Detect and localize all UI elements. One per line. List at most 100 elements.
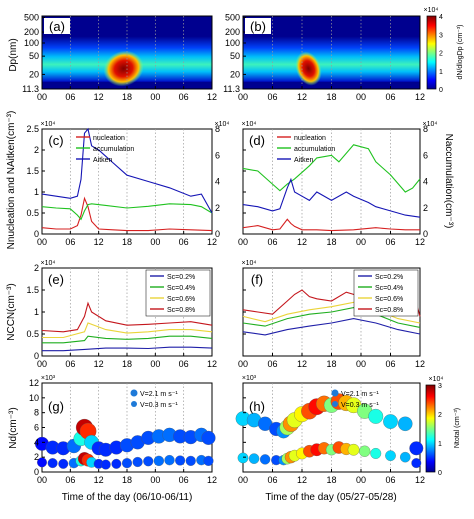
x-tick-label: 06	[267, 237, 277, 247]
y-axis-label: Dp(nm)	[8, 38, 19, 71]
x-tick-label: 18	[122, 359, 132, 369]
legend-label: Sc=0.8%	[375, 307, 403, 314]
colorbar-label: Ntotal (cm⁻³)	[454, 408, 461, 448]
series-line	[242, 318, 421, 336]
colorbar-tick: 0	[438, 470, 442, 477]
y-tick-label: 4	[34, 437, 39, 447]
x-tick-label: 12	[94, 237, 104, 247]
scatter-point	[203, 455, 214, 466]
y-exponent: ×10⁴	[242, 121, 257, 128]
y-tick-label: 10	[29, 393, 39, 403]
scatter-point	[111, 458, 122, 469]
y-right-tick-label: 4	[423, 177, 428, 187]
y-axis-label: Nd(cm⁻³)	[8, 407, 19, 448]
x-tick-label: 18	[122, 475, 132, 485]
legend-marker	[130, 389, 138, 397]
legend-label: V=0.3 m s⁻¹	[140, 402, 178, 409]
y-tick-label: 50	[29, 51, 39, 61]
legend-label: Aitken	[93, 157, 113, 164]
panel-label: (h)	[249, 399, 265, 414]
scatter-point	[397, 416, 413, 432]
y-exponent: ×10³	[41, 375, 56, 382]
x-tick-label: 12	[297, 92, 307, 102]
y-tick-label: 1	[34, 187, 39, 197]
x-axis-label: Time of the day (06/10-06/11)	[62, 492, 193, 503]
legend-label: Sc=0.6%	[375, 296, 403, 303]
y-tick-label: 50	[230, 51, 240, 61]
scatter-point	[175, 455, 186, 466]
series-line	[41, 196, 213, 232]
scatter-point	[383, 414, 398, 429]
x-tick-label: 00	[37, 237, 47, 247]
scatter-point	[132, 456, 143, 468]
series-line	[41, 301, 213, 333]
x-tick-label: 06	[65, 237, 75, 247]
y-right-axis-label: Naccumulation(cm⁻³)	[443, 134, 454, 229]
y-tick-label: 2	[34, 263, 39, 273]
x-tick-label: 00	[150, 359, 160, 369]
y-right-tick-label: 8	[215, 124, 220, 134]
legend-label: Aitken	[294, 157, 314, 164]
legend-label: accumulation	[294, 146, 335, 153]
colorbar-exponent: ×10⁴	[429, 376, 444, 383]
y-tick-label: 1	[34, 307, 39, 317]
x-tick-label: 00	[37, 359, 47, 369]
legend-marker	[131, 401, 137, 407]
x-tick-label: 18	[326, 475, 336, 485]
x-tick-label: 12	[207, 359, 217, 369]
scatter-point	[153, 455, 165, 467]
y-axis-label: NCCN(cm⁻³)	[6, 283, 17, 341]
panel-label: (g)	[48, 399, 64, 414]
colorbar-tick: 2	[438, 412, 442, 419]
scatter-point	[399, 451, 411, 463]
x-tick-label: 12	[415, 92, 425, 102]
legend-label: Sc=0.2%	[375, 274, 403, 281]
x-tick-label: 18	[326, 237, 336, 247]
heatmap-event-blob	[295, 51, 322, 86]
x-tick-label: 06	[65, 359, 75, 369]
heatmap-event-blob	[103, 50, 144, 87]
colorbar-tick: 4	[439, 14, 443, 21]
y-tick-label: 0	[34, 229, 39, 239]
x-tick-label: 00	[150, 237, 160, 247]
scatter-point	[100, 459, 111, 470]
y-tick-label: 0	[34, 351, 39, 361]
y-tick-label: 0	[34, 467, 39, 477]
legend-marker	[331, 389, 339, 397]
colorbar-tick: 3	[439, 32, 443, 39]
legend-label: Sc=0.2%	[167, 274, 195, 281]
y-tick-label: 20	[230, 69, 240, 79]
legend-label: V=2.1 m s⁻¹	[140, 391, 178, 398]
x-tick-label: 00	[356, 475, 366, 485]
x-tick-label: 06	[179, 92, 189, 102]
x-tick-label: 00	[238, 475, 248, 485]
y-exponent: ×10⁴	[41, 121, 56, 128]
series-line	[41, 203, 213, 221]
y-tick-label: 200	[24, 27, 39, 37]
scatter-point	[409, 441, 424, 456]
series-line	[42, 335, 213, 344]
legend-label: Sc=0.8%	[167, 307, 195, 314]
y-right-tick-label: 6	[215, 150, 220, 160]
legend-label: Sc=0.6%	[167, 296, 195, 303]
panel-label: (a)	[49, 19, 65, 34]
x-tick-label: 06	[179, 237, 189, 247]
x-tick-label: 00	[37, 475, 47, 485]
x-tick-label: 00	[37, 92, 47, 102]
x-tick-label: 06	[267, 92, 277, 102]
y-tick-label: 500	[24, 12, 39, 22]
y-tick-label: 0.5	[26, 208, 39, 218]
y-tick-label: 1.5	[26, 166, 39, 176]
y-right-tick-label: 0	[215, 229, 220, 239]
scatter-point	[411, 458, 422, 469]
colorbar	[425, 384, 436, 473]
x-tick-label: 12	[415, 475, 425, 485]
y-right-exponent: ×10⁴	[215, 121, 230, 128]
x-tick-label: 06	[267, 475, 277, 485]
y-tick-label: 200	[225, 27, 240, 37]
colorbar-tick: 3	[438, 383, 442, 390]
legend-label: V=0.3 m s⁻¹	[341, 402, 379, 409]
y-right-tick-label: 8	[423, 124, 428, 134]
y-tick-label: 0.5	[26, 329, 39, 339]
